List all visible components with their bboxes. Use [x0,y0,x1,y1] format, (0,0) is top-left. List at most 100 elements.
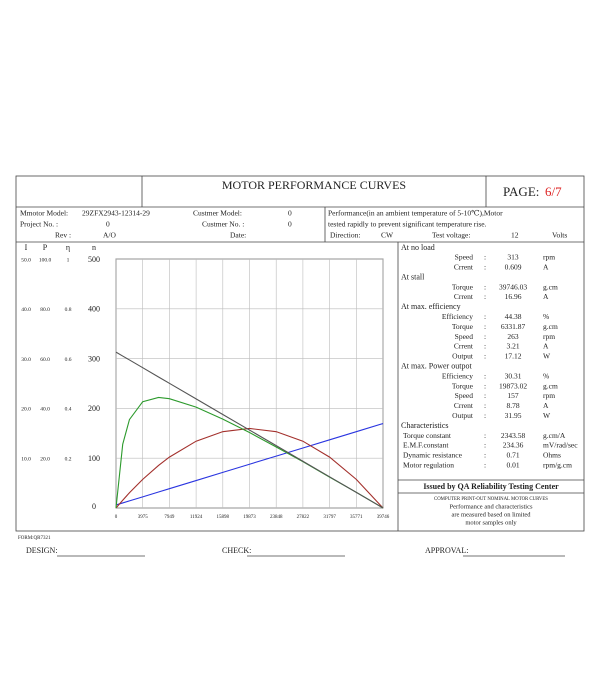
separator: : [484,461,486,470]
row-unit: g.cm [543,322,558,331]
section-title: At max. Power outpot [401,362,472,371]
issued-title: Issued by QA Reliability Testing Center [423,482,559,491]
label: Rev : [55,231,71,240]
row-value: 8.78 [506,401,519,410]
row-unit: A [543,401,549,410]
value: 0 [106,220,110,229]
chart: I10.020.030.040.050.0P20.040.060.080.010… [21,243,390,520]
unit: Volts [552,231,567,240]
label: Project No. : [20,220,58,229]
separator: : [484,451,486,460]
y-tick-label: 0.8 [65,307,72,313]
label: Direction: [330,231,360,240]
y-tick-label: 100 [88,454,100,463]
performance-table: At no load Speed: 313 rpm Crrent: 0.609 A At st… [401,243,578,470]
y-tick-label: 60.0 [40,357,50,363]
y-tick-label: 0.2 [65,456,72,462]
y-tick-label: 0.4 [65,407,72,413]
row-unit: A [543,292,549,301]
value: 12 [511,231,519,240]
separator: : [484,282,486,291]
page-value: 6/7 [545,184,562,199]
x-tick-label: 27822 [297,515,310,520]
row-label: Torque constant [403,431,452,440]
frame [15,175,585,557]
section-title: At max. efficiency [401,302,461,311]
row-unit: % [543,371,549,380]
separator: : [484,342,486,351]
separator: : [484,253,486,262]
row-label: Output [452,352,474,361]
sign-label: CHECK: [222,546,251,555]
row-label: Speed [455,332,474,341]
row-unit: W [543,411,551,420]
section-title: At stall [401,273,425,282]
row-value: 17.12 [505,352,522,361]
axis-label: I [25,243,28,252]
row-value: 44.38 [505,312,522,321]
issued-line: are measured based on limited [451,511,531,518]
value: 29ZFX2943-12314-29 [82,209,150,218]
row-label: Crrent [454,292,474,301]
section-title: Characteristics [401,421,449,430]
row-label: E.M.F.constant [403,441,449,450]
row-label: Dynamic resistance [403,451,463,460]
row-value: 19873.02 [499,381,527,390]
axis-label: P [43,243,48,252]
separator: : [484,441,486,450]
outer-border [15,175,585,532]
sign-label: DESIGN: [26,546,58,555]
row-value: 0.71 [506,451,519,460]
y-tick-label: 0 [92,502,96,511]
curve [115,423,384,506]
row-unit: % [543,312,549,321]
row-unit: g.cm [543,282,558,291]
separator: : [484,401,486,410]
y-tick-label: 10.0 [21,456,31,462]
row-unit: rpm [543,253,555,262]
separator: : [484,263,486,272]
value: A/O [103,231,117,240]
y-tick-label: 20.0 [40,456,50,462]
row-value: 16.96 [505,292,522,301]
row-unit: mV/rad/sec [543,441,578,450]
row-unit: g.cm/A [543,431,566,440]
value: 0 [288,209,292,218]
separator: : [484,332,486,341]
y-tick-label: 50.0 [21,257,31,263]
separator: : [484,391,486,400]
y-tick-label: 300 [88,354,100,363]
page-label: PAGE: [503,184,539,199]
row-unit: W [543,352,551,361]
label: Custmer No. : [202,220,244,229]
row-value: 234.36 [503,441,524,450]
separator: : [484,431,486,440]
axis-label: n [92,243,96,252]
note: Performance(in an ambient temperature of… [328,209,503,218]
title: MOTOR PERFORMANCE CURVES [222,178,406,192]
x-tick-label: 0 [115,515,118,520]
separator: : [484,352,486,361]
row-unit: rpm/g.cm [543,461,572,470]
separator: : [484,312,486,321]
row-label: Motor regulation [403,461,454,470]
row-value: 31.95 [505,411,522,420]
row-label: Torque [452,282,474,291]
row-unit: rpm [543,332,555,341]
y-tick-label: 20.0 [21,407,31,413]
row-label: Efficiency [442,371,473,380]
x-tick-label: 39746 [377,515,390,520]
y-tick-label: 1 [67,257,70,263]
y-tick-label: 40.0 [40,407,50,413]
x-tick-label: 35771 [350,515,363,520]
row-value: 6331.87 [501,322,526,331]
label: Custmer Model: [193,209,242,218]
issued-line: COMPUTER PRINT-OUT NOMINAL MOTOR CURVES [434,497,548,502]
value: CW [381,231,394,240]
form-no: FORM:QR7321 [18,536,51,541]
row-value: 157 [507,391,519,400]
row-unit: g.cm [543,381,558,390]
separator: : [484,411,486,420]
row-unit: rpm [543,391,555,400]
separator: : [484,381,486,390]
